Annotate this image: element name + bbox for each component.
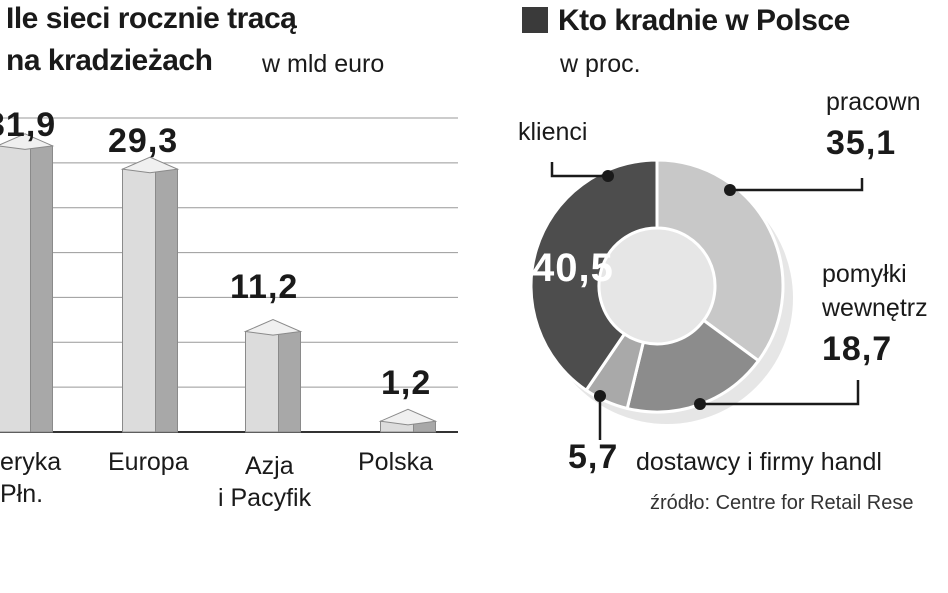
donut-chart [529,158,793,424]
slice-label-pomylki-line2: wewnętrz [822,294,928,322]
bar-value-label: 11,2 [230,268,299,306]
bar-side-face [30,145,53,433]
bar-value-label: 29,3 [108,122,179,160]
right-chart-title: Kto kradnie w Polsce [522,4,850,38]
left-chart-unit: w mld euro [262,50,385,78]
leader-line [700,380,860,406]
right-chart-title-text: Kto kradnie w Polsce [558,4,850,37]
donut-slice [529,158,659,393]
bar [378,408,438,433]
slice-label-pracownicy: pracown [826,88,921,116]
category-label: Polska [358,448,434,476]
slice-value-pracownicy: 35,1 [826,124,897,162]
bar [120,156,180,433]
bars [0,133,438,433]
leader-line [730,178,864,192]
slice-label-klienci: klienci [518,118,588,146]
category-label: eryka [0,448,62,476]
right-chart-unit: w proc. [560,50,641,78]
leader-dot [602,170,614,182]
category-label: i Pacyfik [218,484,312,512]
bar-value-label: 31,9 [0,106,57,144]
donut-slice [625,318,761,414]
category-label: Europa [108,448,189,476]
leader-dot [694,398,706,410]
left-chart-title-line1: Ile sieci rocznie tracą [6,2,297,35]
left-chart-title-line2: na kradzieżach [6,44,213,77]
bar-front-face [0,145,31,433]
bar [243,318,303,433]
slice-value-dostawcy: 5,7 [568,438,619,476]
category-label: Azja [245,452,294,480]
donut-slice [655,158,785,363]
bar-front-face [122,168,156,433]
slice-value-pomylki: 18,7 [822,330,893,368]
bar-value-label: 1,2 [381,364,432,402]
leader-line [550,162,608,178]
bar-top-face [120,156,180,174]
bar-top-face [243,318,303,336]
bar-top-face [0,133,55,150]
bar-side-face [155,168,178,433]
bar-top-face [378,408,438,426]
leader-dot [594,390,606,402]
title-square-icon [522,7,548,33]
slice-value-klienci: 40,5 [532,246,614,290]
source-note: źródło: Centre for Retail Rese [650,492,914,514]
bar [0,133,55,433]
bar-side-face [278,331,301,433]
bar-front-face [245,331,279,433]
leader-dot [724,184,736,196]
donut-leader-lines [550,162,864,440]
category-label: Płn. [0,480,44,508]
slice-label-pomylki-line1: pomyłki [822,260,907,288]
slice-label-dostawcy: dostawcy i firmy handl [636,448,882,476]
